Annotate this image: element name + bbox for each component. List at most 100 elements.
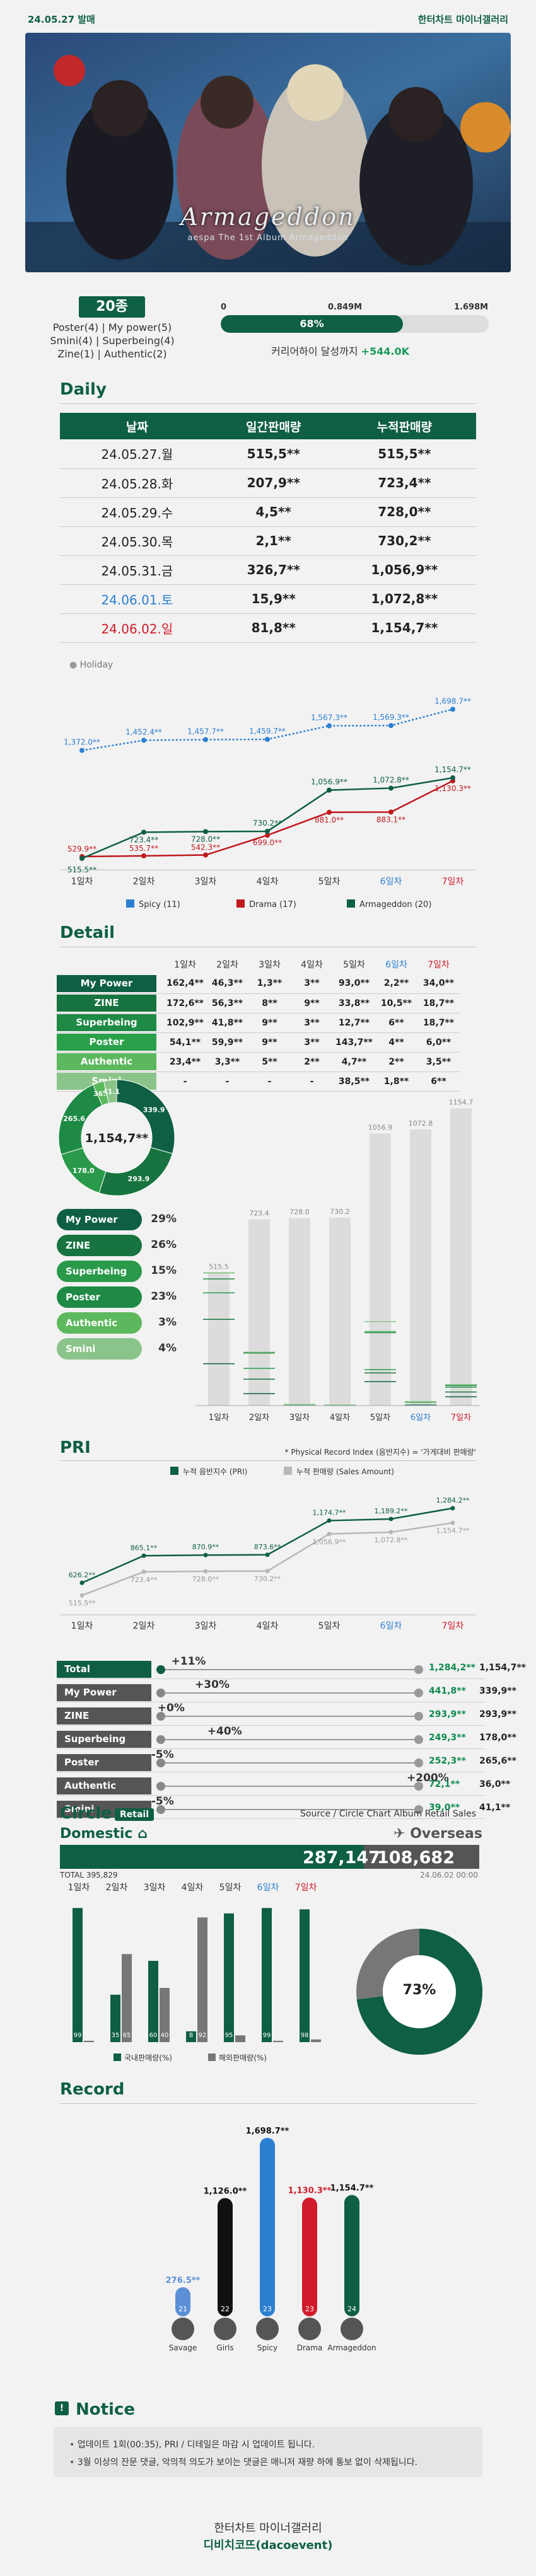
daily-sales-cell: 2,1** — [214, 526, 333, 556]
overseas-bar — [197, 1917, 207, 2042]
data-point — [203, 852, 208, 858]
detail-value-cell: 54,1** — [164, 1032, 206, 1053]
x-tick-label: 5일차 — [318, 877, 341, 887]
domestic-bar — [300, 1909, 310, 2042]
version-tag: Authentic — [57, 1053, 156, 1070]
x-tick-label: 7일차 — [451, 1413, 471, 1423]
version-tag: Poster — [57, 1286, 142, 1308]
pri-row-label: My Power — [57, 1684, 151, 1701]
data-label: 1,452.4** — [125, 728, 162, 737]
daily-total-cell: 728,0** — [332, 497, 476, 527]
daily-row: 24.05.30.목 2,1** 730,2** — [60, 526, 476, 556]
data-label: 730.2** — [253, 819, 282, 828]
daily-date-cell: 24.05.30.목 — [60, 526, 214, 556]
data-point — [450, 1506, 455, 1511]
legend-swatch — [347, 899, 355, 908]
version-share-value: 29% — [151, 1213, 177, 1225]
pri-row: Smini -5% 39,0** 41,1** — [57, 1795, 510, 1819]
detail-value-cell: 4,7** — [333, 1052, 375, 1072]
detail-row: Authentic 23,4** 3,3** 5** 2** 4,7** 2** 3,5** — [57, 1052, 460, 1072]
total-bar — [410, 1129, 431, 1406]
x-tick-label: 4일차 — [330, 1413, 350, 1423]
daily-row: 24.05.29.수 4,5** 728,0** — [60, 497, 476, 527]
record-value-label: 276.5** — [166, 2276, 201, 2285]
pri-start-dot — [156, 1665, 165, 1674]
album-subtitle: aespa The 1st Album Armageddon — [187, 233, 349, 243]
record-x-label: Drama — [297, 2343, 323, 2352]
detail-value-cell: 3** — [291, 1032, 333, 1053]
data-label: 515.5** — [69, 1599, 96, 1607]
total-bar-label: 1056.9 — [368, 1123, 393, 1131]
domestic-bar-label: 60 — [149, 2032, 158, 2039]
total-bar — [450, 1108, 472, 1406]
record-x-label: Armageddon — [327, 2343, 376, 2352]
album-cover-icon — [341, 2318, 363, 2340]
record-value-label: 1,130.3** — [288, 2186, 332, 2196]
data-label: 723.4** — [129, 835, 158, 844]
x-tick-label: 4일차 — [257, 1621, 279, 1631]
daily-sales-table: 날짜 일간판매량 누적판매량 24.05.27.월 515,5** 515,5** 2… — [60, 413, 476, 643]
data-label: 542.3** — [191, 843, 220, 852]
daily-section-title: Daily — [60, 380, 107, 399]
data-label: 1,056.9** — [313, 1538, 346, 1546]
goal-scale-max: 1.698M — [454, 303, 489, 312]
pri-sales-value: 339,9** — [479, 1686, 516, 1696]
total-bar-label: 728.0 — [289, 1208, 310, 1216]
daily-date-cell: 24.06.02.일 — [60, 613, 214, 643]
pri-start-dot — [156, 1805, 165, 1814]
detail-value-cell: 41,8** — [206, 1013, 248, 1033]
data-point — [327, 787, 332, 793]
album-cover-photo: Armageddon aespa The 1st Album Armageddo… — [25, 33, 511, 272]
detail-section-title: Detail — [60, 923, 115, 942]
record-bar — [302, 2197, 317, 2316]
version-share-row: My Power 29% — [57, 1209, 177, 1230]
data-point — [388, 1530, 393, 1535]
pri-end-dot — [414, 1782, 423, 1791]
legend-swatch — [114, 2053, 121, 2061]
daily-date-cell: 24.05.31.금 — [60, 555, 214, 585]
donut-center-label: 1,154,7** — [85, 1131, 148, 1145]
holiday-legend: ● Holiday — [69, 660, 113, 670]
notice-title: Notice — [76, 2400, 136, 2419]
domestic-bar — [186, 2031, 196, 2042]
record-value-label: 1,698.7** — [246, 2127, 289, 2136]
pri-sales-value: 36,0** — [479, 1779, 511, 1789]
domestic-label: Domestic ⌂ — [60, 1826, 148, 1842]
detail-value-cell: 56,3** — [206, 993, 248, 1014]
detail-value-cell: 5** — [248, 1052, 291, 1072]
legend-label: 해외판매량(%) — [219, 2053, 267, 2062]
home-icon: ⌂ — [137, 1826, 148, 1842]
overseas-bar — [364, 1845, 479, 1869]
data-label: 1,130.3** — [434, 784, 471, 793]
domestic-overseas-bar-chart: 1일차 99 2일차 35 65 3일차 60 40 4일차 8 92 5일차 95 6일차 99 7일차 98… — [68, 1883, 321, 2062]
data-label: 515.5** — [67, 865, 96, 874]
detail-col-header: 3일차 — [259, 960, 281, 970]
detail-value-cell: 18,7** — [417, 993, 460, 1014]
version-tag: Smini — [57, 1338, 142, 1360]
data-label: 873.6** — [254, 1543, 281, 1551]
version-share-value: 4% — [158, 1342, 177, 1354]
record-x-label: Spicy — [257, 2343, 277, 2352]
pri-track — [158, 1739, 422, 1740]
brand-label: 한터차트 마이너갤러리 — [417, 14, 508, 25]
section-divider — [60, 403, 476, 404]
data-label: 1,056.9** — [311, 778, 347, 787]
detail-row-label-cell: Poster — [57, 1032, 164, 1053]
detail-row-label-cell: Superbeing — [57, 1013, 164, 1033]
album-cover-icon — [256, 2318, 279, 2340]
data-label: 1,569.3** — [373, 713, 409, 722]
data-label: 626.2** — [69, 1571, 96, 1579]
daily-row: 24.05.28.화 207,9** 723,4** — [60, 468, 476, 498]
data-point — [79, 1593, 84, 1598]
data-label: 728.0** — [191, 835, 220, 843]
detail-value-cell: 6** — [375, 1013, 417, 1033]
detail-value-cell: 3** — [291, 974, 333, 994]
x-tick-label: 4일차 — [257, 877, 279, 887]
circle-source: Source / Circle Chart Album Retail Sales — [300, 1809, 476, 1819]
pri-track — [158, 1786, 422, 1787]
album-photo-illustration — [25, 33, 511, 272]
daily-total-cell: 730,2** — [332, 526, 476, 556]
version-share-value: 26% — [151, 1239, 177, 1251]
detail-value-cell: 59,9** — [206, 1032, 248, 1053]
data-label: 723.4** — [131, 1576, 158, 1584]
